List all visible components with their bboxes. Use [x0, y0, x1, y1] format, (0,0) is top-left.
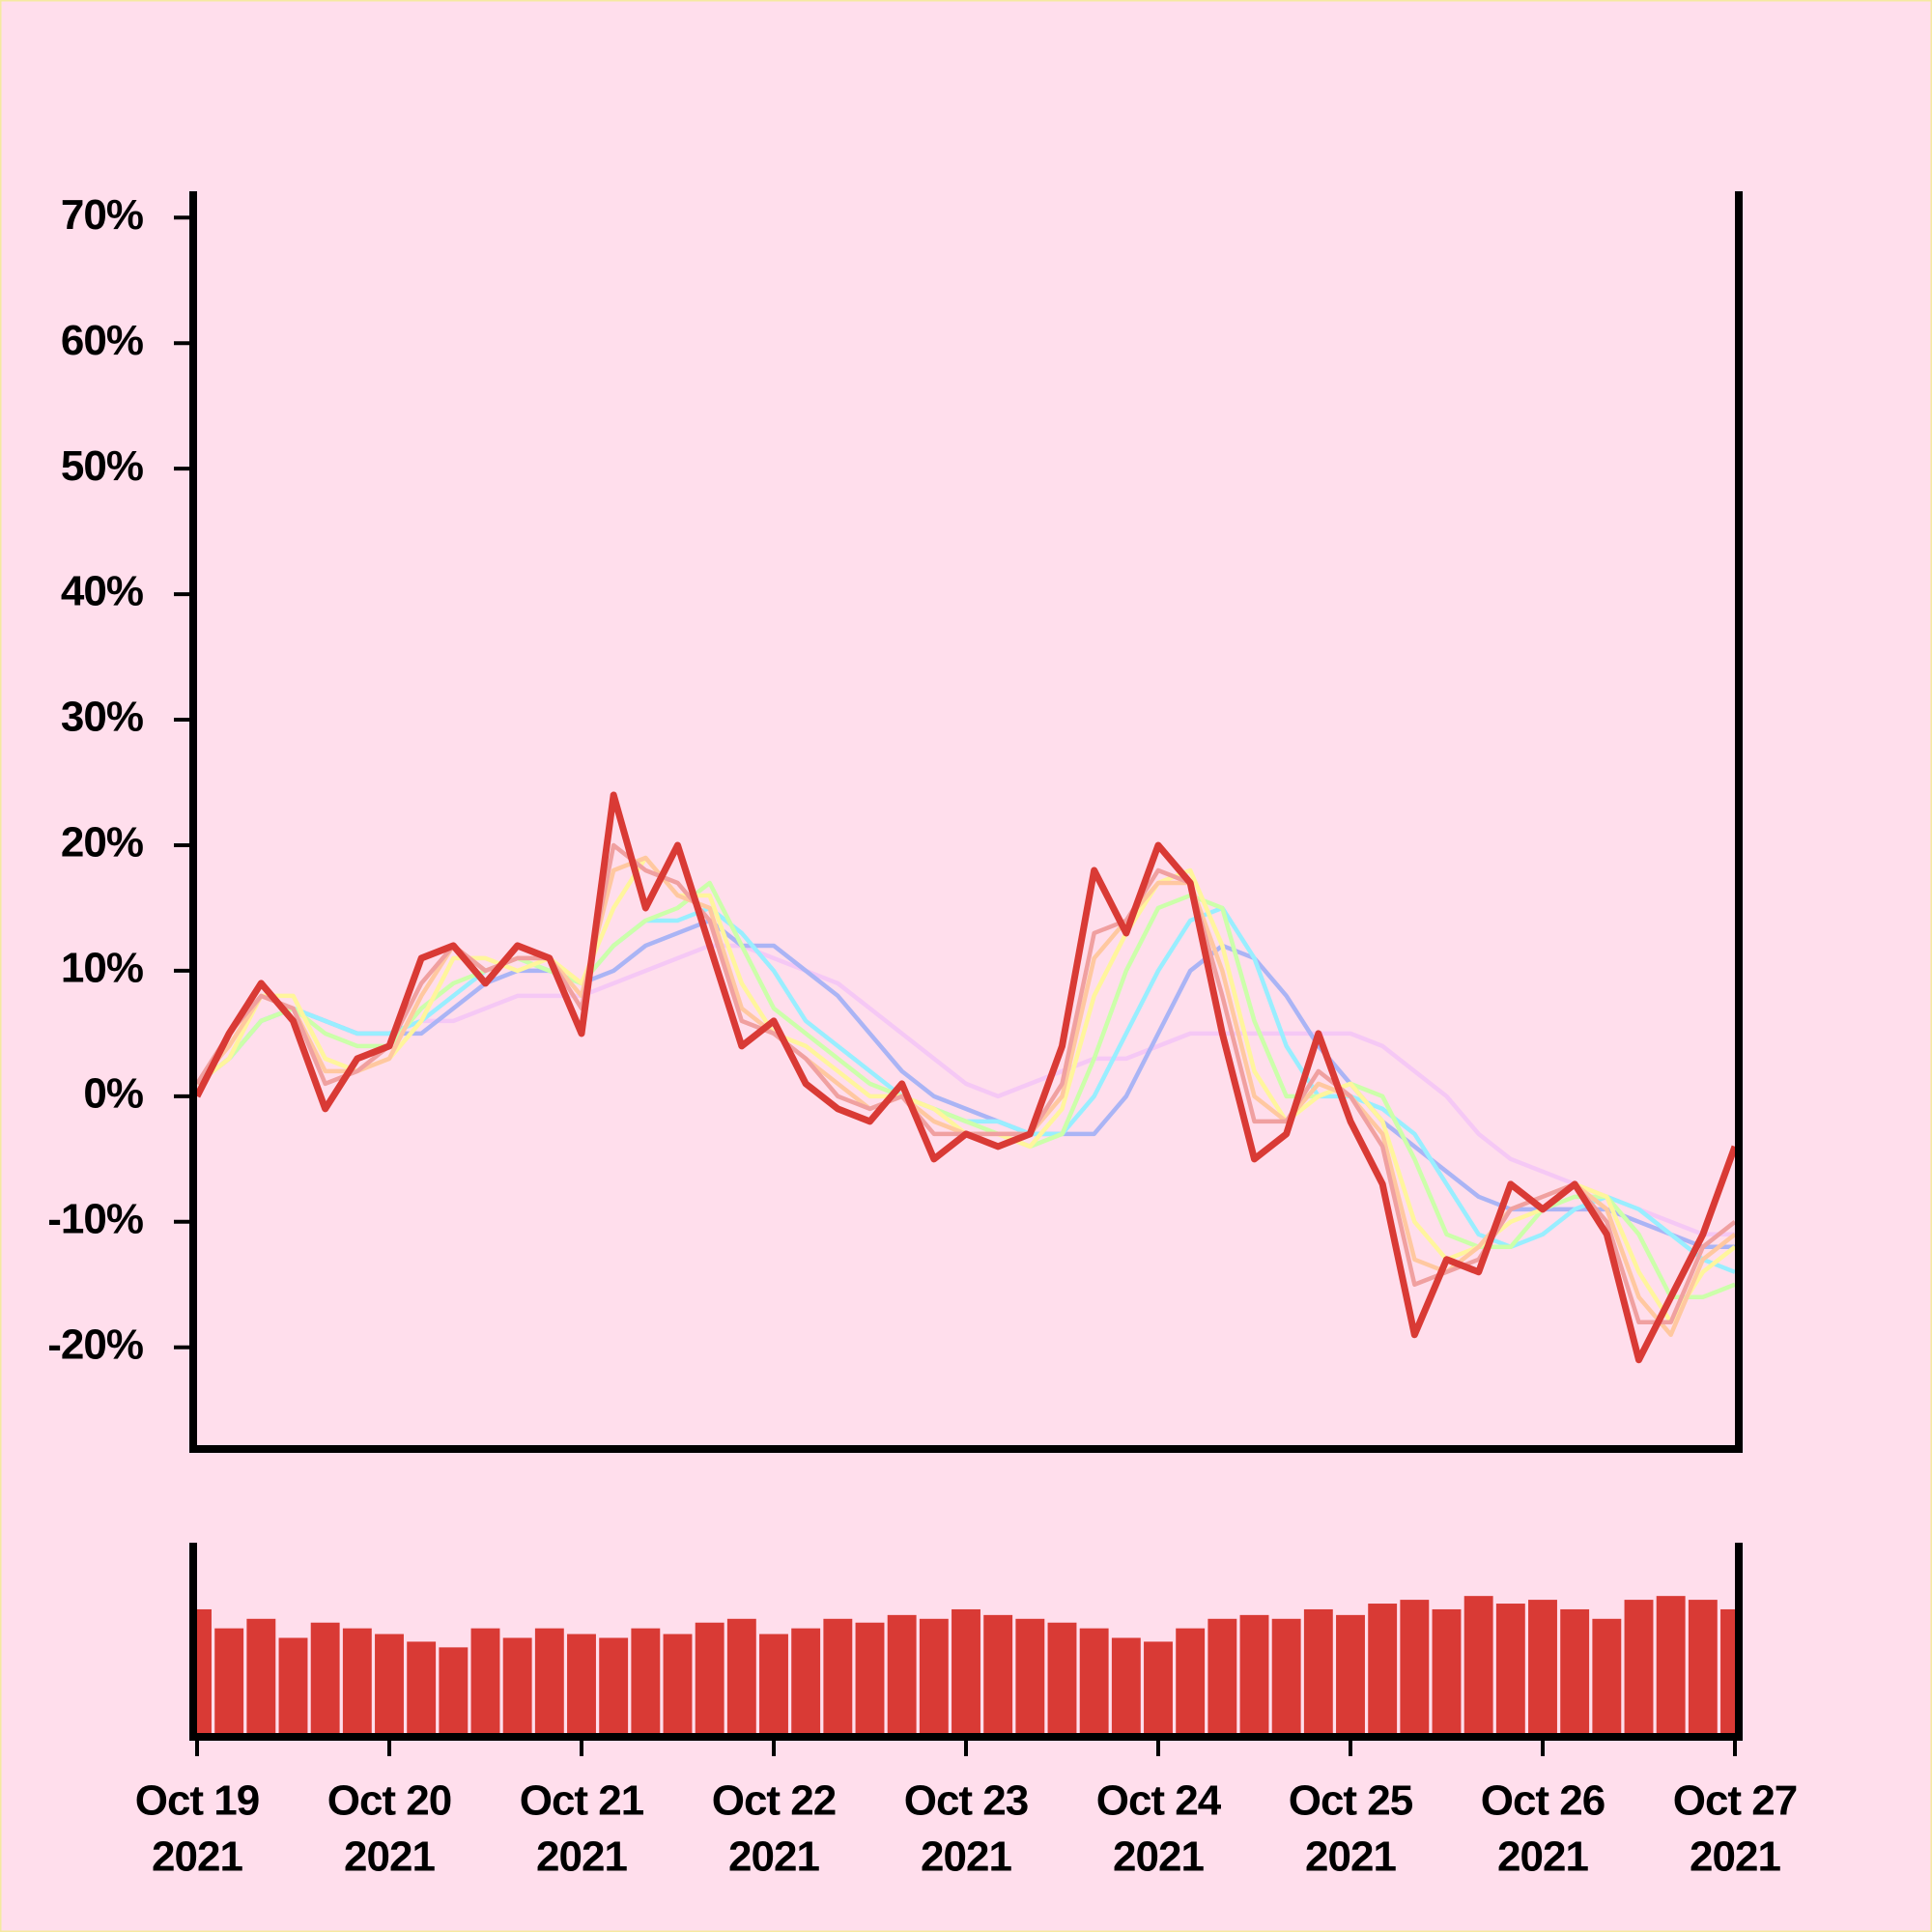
y-tick-label: 60%	[61, 317, 143, 364]
volume-bar	[855, 1622, 885, 1733]
volume-bar	[375, 1634, 404, 1733]
volume-bar	[197, 1608, 212, 1733]
x-tick-label: 2021	[344, 1833, 435, 1881]
y-tick-label: -20%	[47, 1321, 143, 1368]
volume-bar	[791, 1628, 821, 1733]
volume-bar	[919, 1618, 949, 1733]
volume-bar	[823, 1618, 853, 1733]
volume-bar	[631, 1628, 661, 1733]
volume-bar	[1208, 1618, 1237, 1733]
volume-bar	[1656, 1596, 1686, 1733]
x-tick-label: 2021	[152, 1833, 242, 1881]
frame	[189, 191, 1743, 1741]
volume-bar	[407, 1641, 437, 1733]
x-tick-label: Oct 26	[1481, 1777, 1605, 1825]
x-tick-label: 2021	[1690, 1833, 1780, 1881]
lines	[193, 791, 1739, 1364]
volume-bar	[214, 1628, 244, 1733]
x-tick-label: 2021	[728, 1833, 819, 1881]
volume-bar	[502, 1637, 532, 1733]
volume-bar	[1015, 1618, 1045, 1733]
volume-bar	[246, 1618, 276, 1733]
y-tick-label: 20%	[61, 819, 143, 867]
x-tick-label: 2021	[1305, 1833, 1396, 1881]
volume-bar	[1463, 1596, 1493, 1733]
series-line	[195, 918, 1735, 1250]
volume-bar	[1047, 1622, 1077, 1733]
y-tick-label: 50%	[61, 442, 143, 490]
volume-bar	[439, 1647, 469, 1733]
y-tick-label: -10%	[47, 1195, 143, 1242]
x-tick-label: Oct 23	[904, 1777, 1029, 1825]
y-tick-label: 40%	[61, 568, 143, 615]
volume-bar	[887, 1614, 917, 1733]
volume-bar	[1111, 1637, 1141, 1733]
volume-bar	[1592, 1618, 1622, 1733]
x-tick-label: 2021	[536, 1833, 627, 1881]
volume-bar	[695, 1622, 724, 1733]
series-line	[193, 791, 1739, 1364]
x-tick-label: 2021	[921, 1833, 1011, 1881]
volume-bar	[1144, 1641, 1173, 1733]
x-tick-label: Oct 20	[327, 1777, 452, 1825]
volume-bar	[1495, 1604, 1525, 1733]
volume-bar	[1400, 1600, 1430, 1733]
x-tick-label: Oct 19	[135, 1777, 260, 1825]
volume-bar	[470, 1628, 500, 1733]
volume-bar	[599, 1637, 629, 1733]
x-tick-label: Oct 24	[1096, 1777, 1222, 1825]
volume-bar	[983, 1614, 1013, 1733]
volume-bar	[726, 1618, 756, 1733]
volume-bar	[1303, 1608, 1333, 1733]
volume-bar	[342, 1628, 372, 1733]
volume-bar	[1239, 1614, 1269, 1733]
volume-panel	[197, 1596, 1735, 1733]
x-tick-label: Oct 21	[520, 1777, 644, 1825]
volume-bar	[1432, 1608, 1462, 1733]
volume-bar	[1079, 1628, 1109, 1733]
x-tick-label: Oct 25	[1289, 1777, 1413, 1825]
volume-bar	[1176, 1628, 1206, 1733]
volume-bar	[1624, 1600, 1654, 1733]
x-tick-label: 2021	[1113, 1833, 1204, 1881]
y-tick-label: 0%	[83, 1069, 143, 1117]
volume-bar	[1528, 1600, 1557, 1733]
volume-bar	[1336, 1614, 1365, 1733]
volume-bar	[1720, 1608, 1735, 1733]
volume-bar	[952, 1608, 980, 1733]
axes-ticks: 70% 60% 50% 40% 30% 20% 10% 0% -10% -20% Oct 19 202…	[47, 191, 1798, 1881]
volume-bar	[1368, 1604, 1398, 1733]
y-tick-label: 10%	[61, 945, 143, 992]
volume-bar	[1688, 1600, 1718, 1733]
volume-bar	[310, 1622, 340, 1733]
volume-bar	[278, 1637, 308, 1733]
x-tick-label: Oct 27	[1673, 1777, 1798, 1825]
y-tick-label: 70%	[61, 191, 143, 239]
volume-bar	[567, 1634, 596, 1733]
x-tick-label: Oct 22	[712, 1777, 837, 1825]
volume-bar	[759, 1634, 788, 1733]
y-tick-label: 30%	[61, 694, 143, 741]
x-tick-label: 2021	[1497, 1833, 1588, 1881]
volume-bar	[1271, 1618, 1301, 1733]
volume-bar	[1560, 1608, 1590, 1733]
volume-bar	[534, 1628, 564, 1733]
volume-bar	[663, 1634, 693, 1733]
series-line	[195, 943, 1735, 1237]
